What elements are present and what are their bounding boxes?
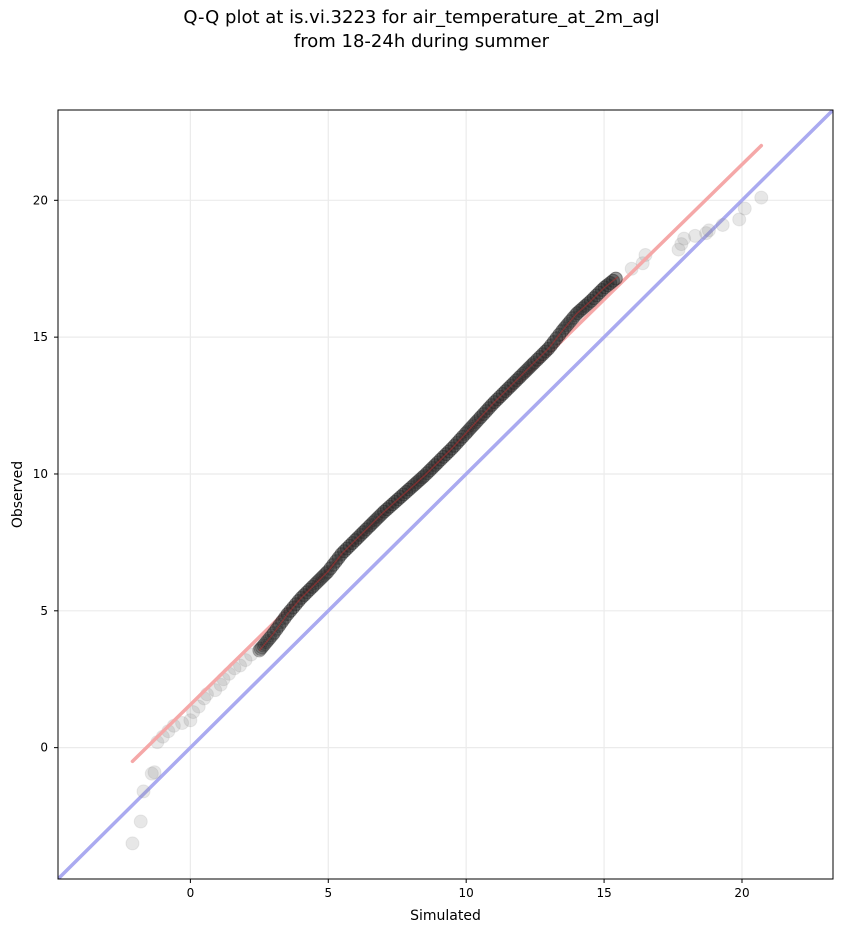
data-point (136, 784, 151, 799)
x-axis-label: Simulated (410, 908, 481, 924)
y-tick-label: 10 (33, 467, 48, 481)
data-point (191, 699, 206, 714)
fit-line-core-overlay (258, 276, 619, 651)
data-point (699, 226, 714, 241)
chart-subtitle: from 18-24h during summer (293, 31, 550, 52)
data-point (754, 190, 769, 205)
data-point (244, 647, 259, 662)
data-point (133, 814, 148, 829)
data-point (715, 217, 730, 232)
data-point (701, 223, 716, 238)
data-point (213, 677, 228, 692)
y-tick-label: 0 (40, 741, 48, 755)
y-tick-label: 20 (33, 193, 48, 207)
x-tick-label: 10 (459, 886, 474, 900)
x-tick-label: 0 (187, 886, 195, 900)
data-point (144, 766, 159, 781)
data-point (125, 836, 140, 851)
data-point (624, 261, 639, 276)
data-point (732, 212, 747, 227)
y-tick-label: 5 (40, 604, 48, 618)
x-tick-label: 5 (324, 886, 332, 900)
x-tick-label: 15 (596, 886, 611, 900)
x-tick-label: 20 (734, 886, 749, 900)
data-point (175, 716, 190, 731)
data-point (688, 228, 703, 243)
chart-title: Q-Q plot at is.vi.3223 for air_temperatu… (183, 7, 660, 28)
data-point (677, 231, 692, 246)
plot-frame (57, 109, 834, 880)
data-point (238, 653, 253, 668)
data-point (147, 765, 162, 780)
data-point (674, 237, 689, 252)
data-point (186, 705, 201, 720)
data-point (233, 658, 248, 673)
y-tick-label: 15 (33, 330, 48, 344)
data-point (737, 201, 752, 216)
reference-line (58, 110, 833, 879)
y-axis-label: Observed (10, 461, 26, 528)
data-point (208, 683, 223, 698)
data-point (671, 242, 686, 257)
data-point (183, 713, 198, 728)
